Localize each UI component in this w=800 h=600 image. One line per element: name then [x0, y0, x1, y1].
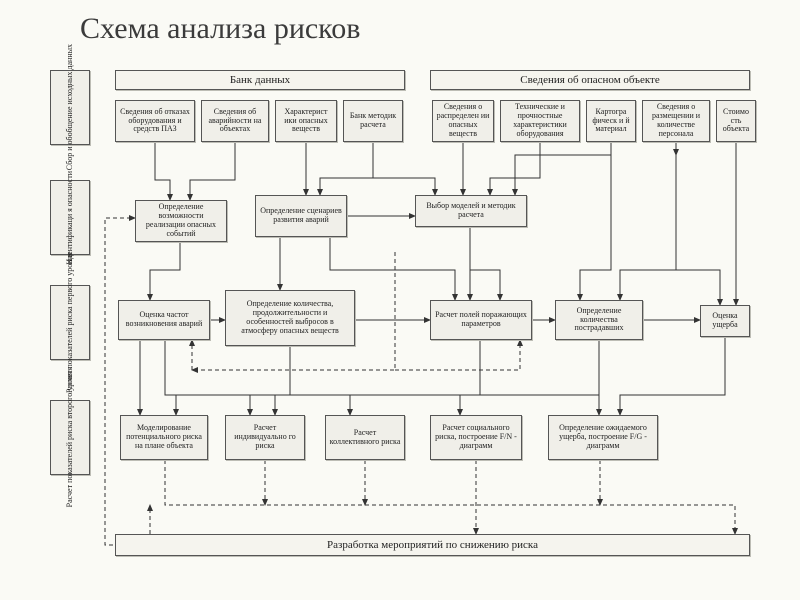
node-n15: Сведения о распределен ии опасных вещест…: [432, 100, 494, 142]
band-b1: Банк данных: [115, 70, 405, 90]
node-n45: Определение ожидаемого ущерба, построени…: [548, 415, 658, 460]
side-label: Сбор и обобщение исходных данных: [50, 70, 90, 145]
node-n17: Картогра фическ и й материал: [586, 100, 636, 142]
side-label: Расчет показателей риска первого уровня: [50, 285, 90, 360]
band-b3: Разработка мероприятий по снижению риска: [115, 534, 750, 556]
node-n41: Моделирование потенциального риска на пл…: [120, 415, 208, 460]
node-n19: Стоимо сть объекта: [716, 100, 756, 142]
node-n43: Расчет коллективного риска: [325, 415, 405, 460]
node-n34: Определение количества пострадавших: [555, 300, 643, 340]
node-n14: Банк методик расчета: [343, 100, 403, 142]
page-title: Схема анализа рисков: [80, 12, 360, 46]
node-n21: Определение возможности реализации опасн…: [135, 200, 227, 242]
node-n13: Характерист ики опасных веществ: [275, 100, 337, 142]
node-n32: Определение количества, продолжительност…: [225, 290, 355, 346]
node-n23: Выбор моделей и методик расчета: [415, 195, 527, 227]
node-n44: Расчет социального риска, построение F/N…: [430, 415, 522, 460]
node-n31: Оценка частот возникновения аварий: [118, 300, 210, 340]
node-n33: Расчет полей поражающих параметров: [430, 300, 532, 340]
node-n12: Сведения об аварийности на объектах: [201, 100, 269, 142]
node-n18: Сведения о размещении и количестве персо…: [642, 100, 710, 142]
node-n16: Технические и прочностные характеристики…: [500, 100, 580, 142]
node-n11: Сведения об отказах оборудования и средс…: [115, 100, 195, 142]
node-n22: Определение сценариев развития аварий: [255, 195, 347, 237]
band-b2: Сведения об опасном объекте: [430, 70, 750, 90]
node-n35: Оценка ущерба: [700, 305, 750, 337]
node-n42: Расчет индивидуально го риска: [225, 415, 305, 460]
side-label: Идентификаци я опасности: [50, 180, 90, 255]
side-label: Расчет показателей риска второго уровня: [50, 400, 90, 475]
